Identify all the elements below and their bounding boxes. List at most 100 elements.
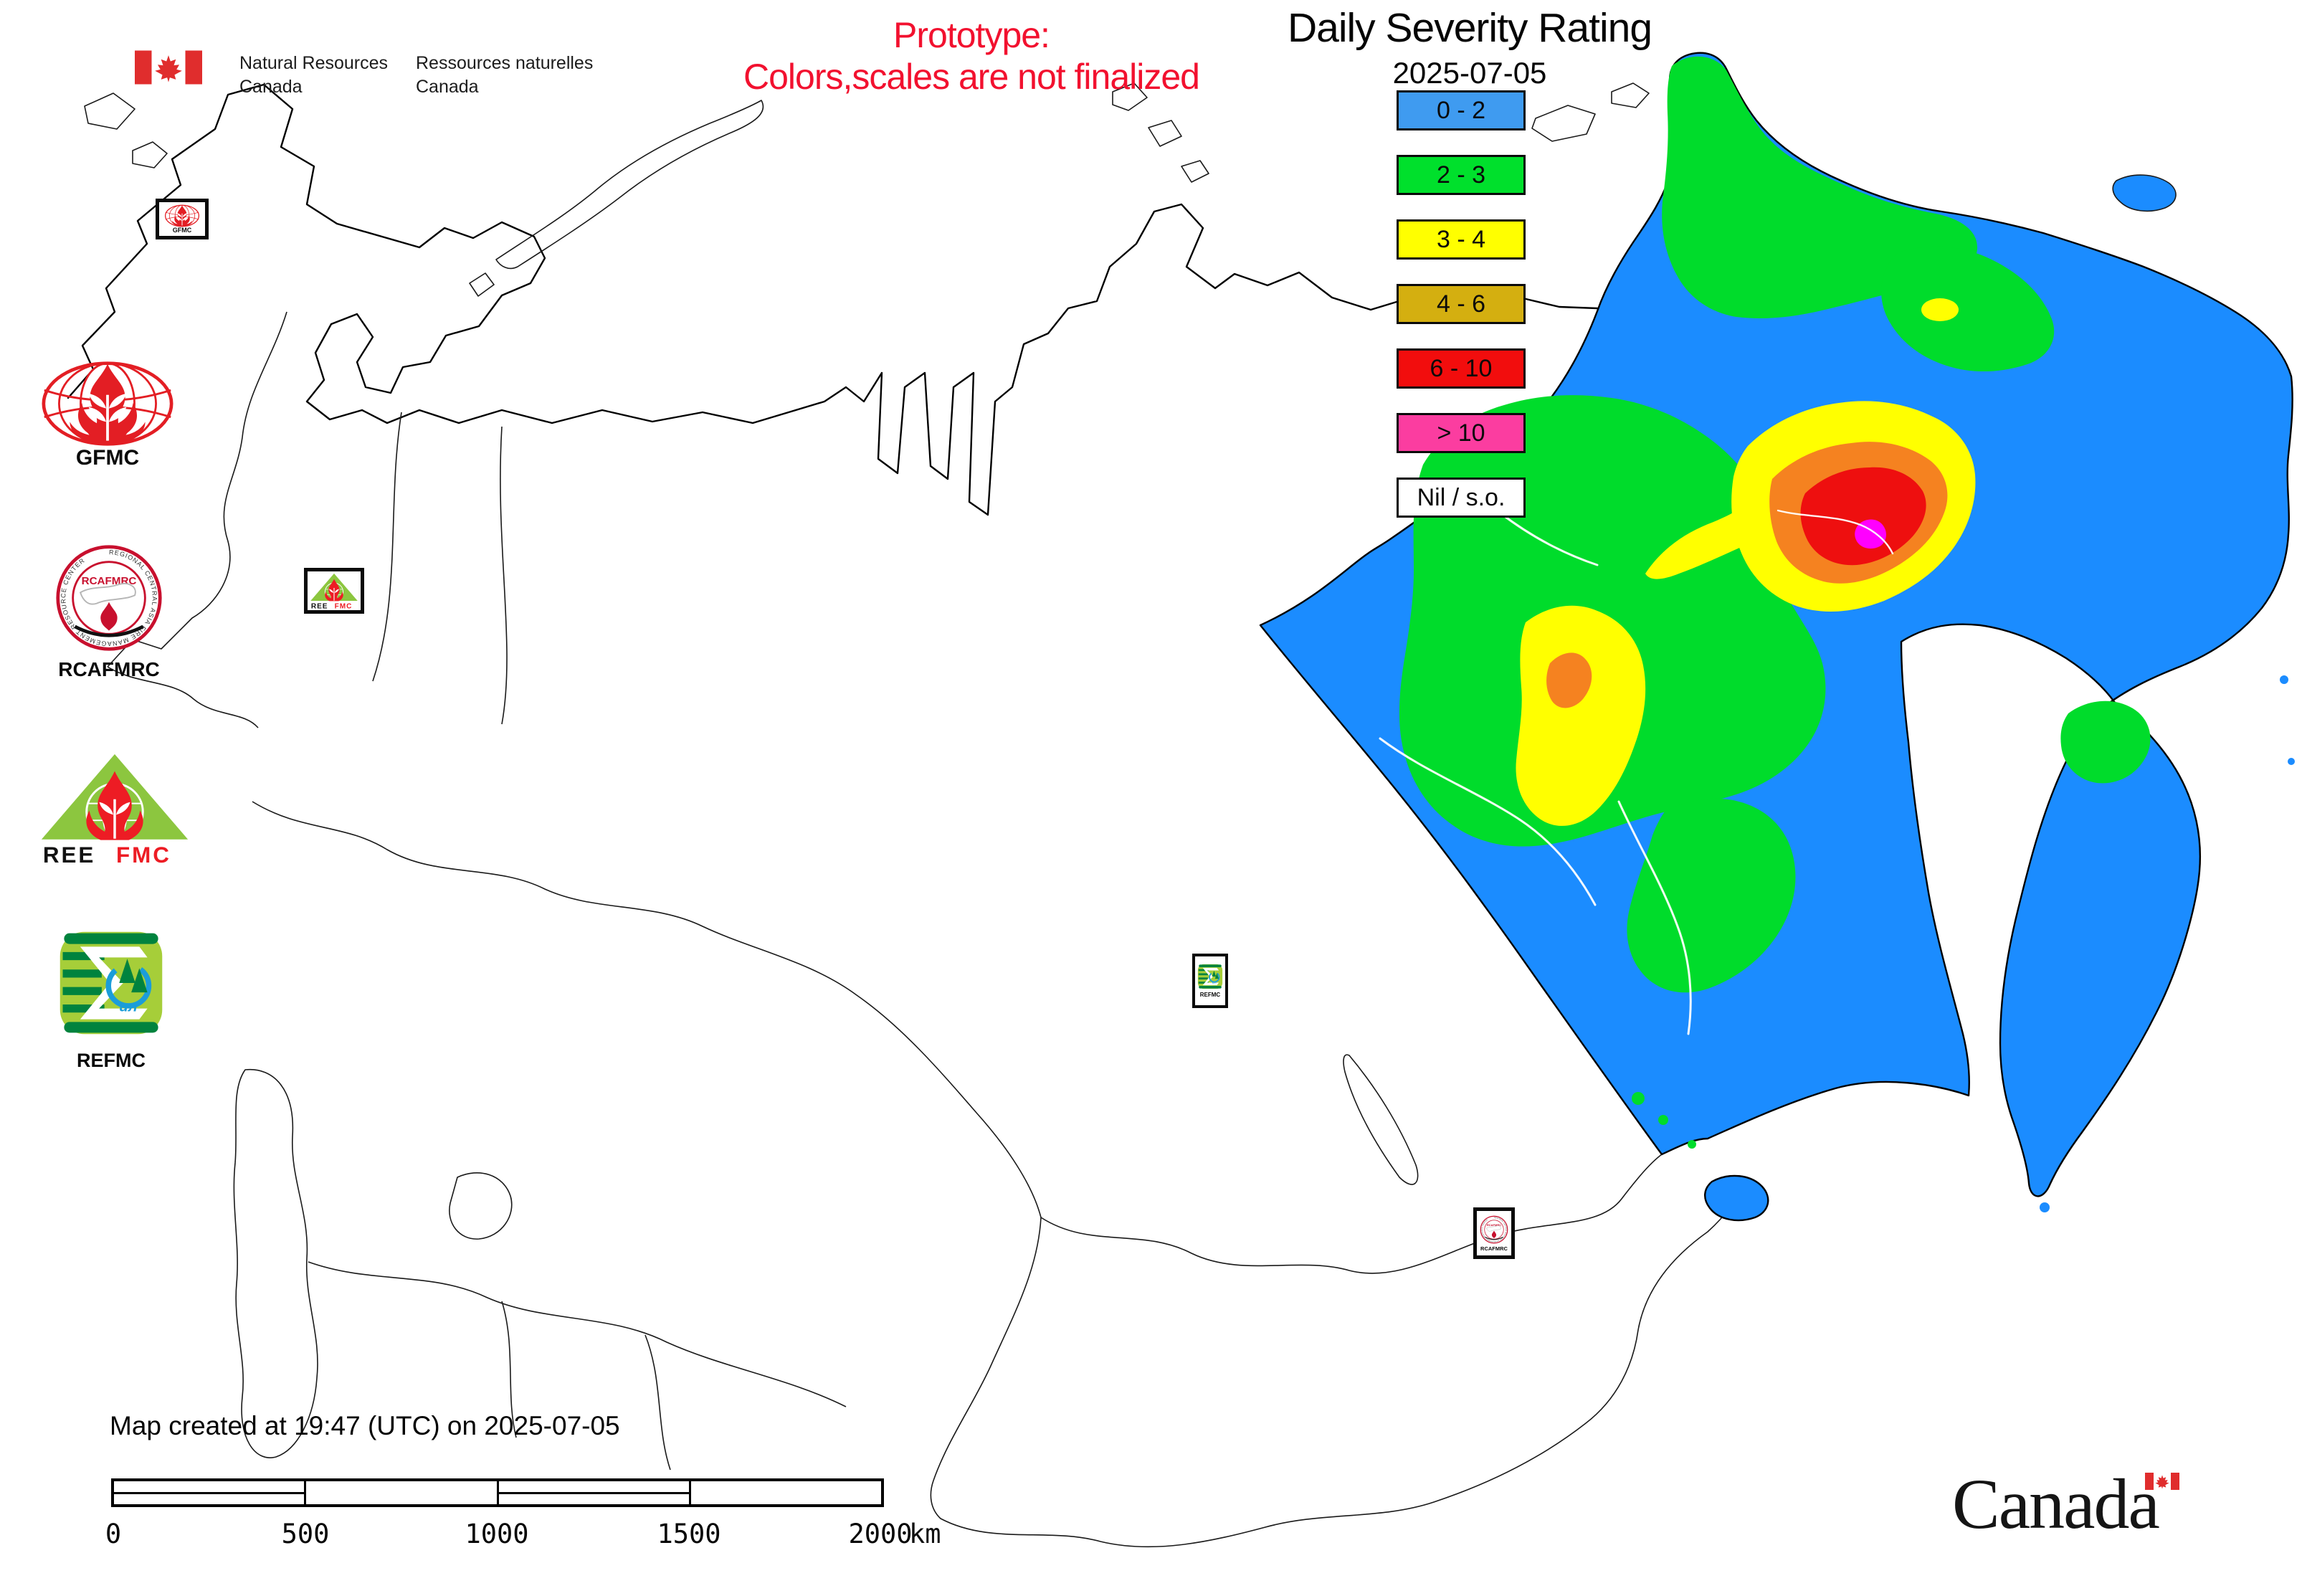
scale-segment (691, 1481, 881, 1504)
reefmc-logo-icon (37, 750, 192, 866)
refmc-logo-icon (57, 929, 165, 1037)
legend-label: 2 - 3 (1436, 161, 1486, 189)
nrcan-en-line2: Canada (239, 77, 303, 97)
rcafmrc-marker-icon (1480, 1215, 1508, 1244)
kazakhstan-border (252, 801, 1042, 1218)
central-asia-borders (308, 1261, 847, 1471)
legend-item-6-10: 6 - 10 (1397, 348, 1526, 389)
scale-tick-0: 0 (105, 1519, 122, 1549)
map-created-text: Map created at 19:47 (UTC) on 2025-07-05 (110, 1411, 620, 1440)
scale-segment (306, 1481, 499, 1504)
baltic-coast (107, 666, 259, 728)
legend-label: 0 - 2 (1436, 96, 1486, 124)
raster-magenta-dot (1855, 519, 1886, 549)
canada-wordmark-text: Canada (1952, 1464, 2160, 1544)
raster-red-core (1800, 467, 1926, 566)
wrangel-island (2112, 174, 2177, 212)
river-2 (1617, 800, 1692, 1035)
legend-item-0-2: 0 - 2 (1397, 90, 1526, 130)
severnaya-zemlya (1112, 82, 1209, 183)
lake-baikal (1343, 1054, 1419, 1185)
islet-3 (2288, 758, 2295, 765)
scale-bar (111, 1478, 884, 1507)
coastline-scandinavia-arctic (67, 83, 1599, 516)
mongolia-north-border (1040, 1154, 1663, 1274)
rcafmrc-logo-icon (54, 543, 163, 652)
river-3 (1498, 511, 1599, 566)
raster-green-speck-3 (1688, 1140, 1696, 1149)
prototype-notice: Prototype: Colors,scales are not finaliz… (681, 14, 1262, 98)
canada-wordmark-flag-icon (2145, 1473, 2179, 1490)
caspian-sea (233, 1068, 318, 1458)
scale-segment (114, 1481, 307, 1504)
legend-label: 6 - 10 (1430, 354, 1493, 382)
islet-2 (2280, 675, 2288, 684)
basemap-outlines (67, 82, 1741, 1548)
map-date: 2025-07-05 (1392, 56, 1547, 90)
severity-legend: 0 - 2 2 - 3 3 - 4 4 - 6 6 - 10 > 10 Nil … (1397, 90, 1526, 542)
admin-border-1 (372, 412, 402, 682)
river-1 (1379, 737, 1597, 906)
nrcan-signature (135, 46, 202, 89)
legend-item-nil: Nil / s.o. (1397, 478, 1526, 518)
canada-flag-icon (135, 46, 202, 89)
raster-lake-khanka-patch (1704, 1174, 1769, 1222)
title-block: Daily Severity Rating 2025-07-05 (1232, 4, 1708, 90)
vaygach-island (469, 272, 495, 297)
mongolia-west-south-border (930, 1189, 1741, 1548)
nrcan-fr-line2: Canada (416, 77, 479, 97)
raster-green-speck-2 (1658, 1115, 1668, 1125)
raster-yellow-chukotka-spot (1921, 298, 1959, 321)
legend-label: > 10 (1437, 419, 1485, 447)
scale-tick-2000: 2000 (848, 1519, 913, 1549)
aral-sea (449, 1172, 513, 1240)
prototype-line1: Prototype: (893, 15, 1050, 55)
raster-green-speck-1 (1632, 1092, 1645, 1105)
raster-green-southeast (1627, 798, 1796, 993)
svalbard-islands (84, 92, 168, 168)
nrcan-text-fr: Ressources naturelles Canada (416, 52, 593, 99)
refmc-marker-label: REFMC (1199, 992, 1221, 998)
map-marker-reefmc (304, 568, 364, 614)
finland-border (107, 311, 287, 668)
raster-yellow-south (1516, 605, 1646, 826)
nrcan-fr-line1: Ressources naturelles (416, 53, 594, 73)
scale-unit-label: km (909, 1519, 941, 1549)
raster-green-kamchatka (2060, 700, 2151, 784)
rcafmrc-marker-label: RCAFMRC (1480, 1245, 1508, 1252)
refmc-logo-label: REFMC (77, 1050, 146, 1071)
legend-label: Nil / s.o. (1417, 483, 1506, 511)
canada-wordmark: Canada (1952, 1463, 2159, 1545)
legend-label: 3 - 4 (1436, 225, 1486, 253)
nrcan-en-line1: Natural Resources (239, 53, 389, 73)
legend-item-4-6: 4 - 6 (1397, 284, 1526, 324)
new-siberian-islands (1531, 82, 1650, 142)
map-marker-rcafmrc: RCAFMRC (1473, 1207, 1515, 1259)
legend-item-gt10: > 10 (1397, 413, 1526, 453)
gfmc-marker-label: GFMC (172, 227, 192, 234)
legend-item-2-3: 2 - 3 (1397, 155, 1526, 195)
admin-border-2 (500, 426, 508, 725)
scale-tick-1500: 1500 (657, 1519, 721, 1549)
gfmc-logo-icon (40, 360, 175, 447)
refmc-marker-icon (1197, 964, 1223, 989)
scale-tick-500: 500 (281, 1519, 330, 1549)
rcafmrc-logo-label: RCAFMRC (58, 658, 160, 680)
map-marker-refmc: REFMC (1192, 954, 1228, 1008)
legend-item-3-4: 3 - 4 (1397, 219, 1526, 260)
river-4 (1777, 509, 1894, 555)
prototype-line2: Colors,scales are not finalized (743, 57, 1200, 97)
islet-1 (2040, 1202, 2050, 1212)
map-marker-gfmc: GFMC (156, 199, 209, 239)
novaya-zemlya (495, 100, 764, 270)
reefmc-marker-icon (309, 572, 359, 609)
page-title: Daily Severity Rating (1287, 5, 1652, 51)
nrcan-text-en: Natural Resources Canada (239, 52, 388, 99)
gfmc-marker-icon (162, 204, 202, 227)
raster-green-chukotka (1881, 246, 2055, 372)
scale-tick-1000: 1000 (465, 1519, 529, 1549)
raster-orange-streak (1546, 652, 1592, 708)
gfmc-logo-label: GFMC (75, 446, 140, 470)
legend-label: 4 - 6 (1436, 290, 1486, 318)
